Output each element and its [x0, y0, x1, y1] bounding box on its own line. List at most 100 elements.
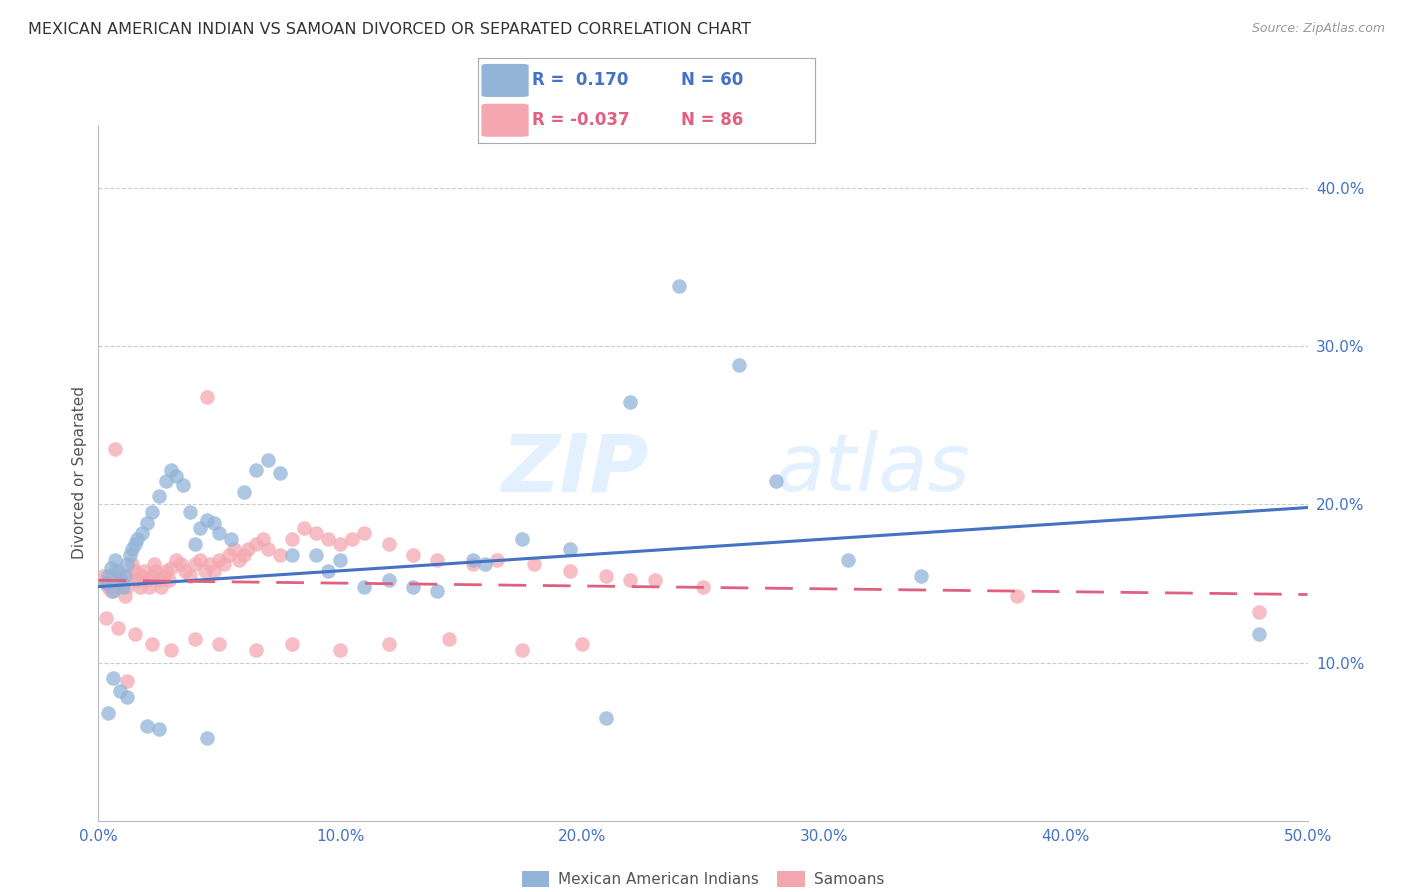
Point: [117, 674, 139, 689]
Point: [221, 532, 243, 546]
Point: [728, 358, 751, 372]
Point: [165, 552, 187, 567]
Point: [165, 469, 187, 483]
Point: [426, 552, 449, 567]
Point: [127, 532, 149, 546]
Point: [148, 490, 170, 504]
Point: [402, 548, 425, 562]
Point: [121, 541, 143, 556]
Point: [155, 474, 177, 488]
Text: R = -0.037: R = -0.037: [531, 112, 630, 129]
Point: [377, 574, 399, 588]
Point: [463, 558, 485, 572]
Point: [157, 574, 180, 588]
Point: [256, 541, 278, 556]
Y-axis label: Divorced or Separated: Divorced or Separated: [72, 386, 87, 559]
Point: [152, 568, 174, 582]
Point: [232, 548, 254, 562]
Point: [101, 671, 124, 685]
Point: [145, 564, 167, 578]
Point: [668, 279, 690, 293]
Legend: Mexican American Indians, Samoans: Mexican American Indians, Samoans: [516, 865, 890, 892]
Point: [124, 627, 146, 641]
Point: [571, 636, 593, 650]
Point: [486, 552, 509, 567]
Point: [124, 564, 146, 578]
Point: [558, 564, 581, 578]
Point: [107, 621, 129, 635]
Point: [238, 541, 260, 556]
Point: [111, 580, 134, 594]
Point: [281, 532, 304, 546]
Point: [117, 580, 139, 594]
Point: [195, 731, 218, 746]
Point: [138, 580, 160, 594]
Point: [174, 564, 197, 578]
Point: [316, 564, 339, 578]
Point: [117, 690, 139, 705]
Point: [510, 643, 533, 657]
Point: [100, 560, 122, 574]
Point: [91, 568, 114, 582]
Point: [644, 574, 666, 588]
Point: [463, 552, 485, 567]
Point: [377, 537, 399, 551]
Point: [474, 558, 496, 572]
Point: [437, 632, 460, 646]
Text: ZIP: ZIP: [501, 430, 648, 508]
Point: [558, 541, 581, 556]
Point: [595, 568, 617, 582]
Point: [329, 643, 352, 657]
Point: [121, 558, 143, 572]
Point: [256, 453, 278, 467]
Point: [204, 516, 226, 531]
Point: [141, 636, 163, 650]
Point: [141, 505, 163, 519]
Point: [134, 564, 156, 578]
Point: [353, 580, 375, 594]
Point: [208, 525, 231, 540]
Point: [426, 584, 449, 599]
Point: [111, 576, 134, 591]
Point: [179, 505, 201, 519]
Point: [150, 580, 173, 594]
Point: [204, 564, 226, 578]
Point: [184, 632, 207, 646]
Point: [108, 684, 131, 698]
Point: [619, 574, 641, 588]
Point: [188, 521, 211, 535]
Point: [342, 532, 364, 546]
Point: [160, 462, 183, 476]
Point: [292, 521, 315, 535]
Point: [94, 576, 117, 591]
Point: [523, 558, 546, 572]
Point: [131, 568, 153, 582]
Point: [377, 636, 399, 650]
Point: [179, 568, 201, 582]
Point: [118, 548, 141, 562]
Point: [114, 589, 136, 603]
Point: [402, 580, 425, 594]
Point: [108, 574, 131, 588]
Point: [188, 552, 211, 567]
Point: [101, 574, 124, 588]
Point: [765, 474, 787, 488]
Point: [245, 462, 267, 476]
Point: [148, 574, 170, 588]
Point: [169, 558, 191, 572]
Point: [94, 611, 117, 625]
Point: [305, 548, 328, 562]
Point: [141, 568, 163, 582]
Point: [228, 552, 250, 567]
Point: [910, 568, 932, 582]
Text: N = 86: N = 86: [681, 112, 742, 129]
Point: [316, 532, 339, 546]
Point: [135, 574, 157, 588]
Point: [117, 558, 139, 572]
Point: [281, 636, 304, 650]
Point: [160, 643, 183, 657]
Point: [143, 558, 166, 572]
Point: [692, 580, 714, 594]
Point: [195, 513, 218, 527]
Point: [100, 584, 122, 599]
